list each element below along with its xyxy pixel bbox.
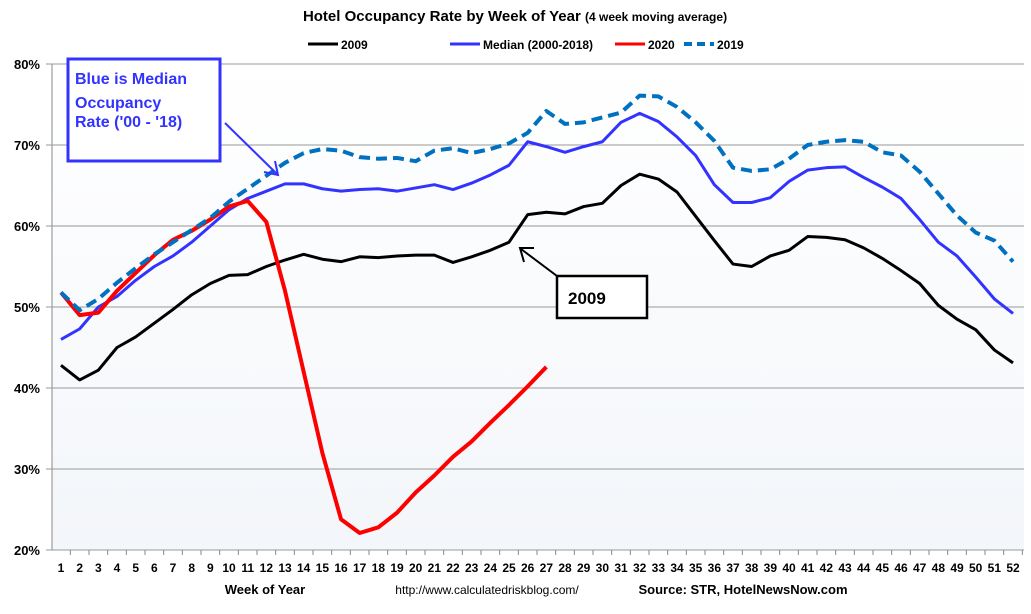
x-tick-label: 9 bbox=[207, 561, 214, 575]
x-tick-label: 23 bbox=[465, 561, 479, 575]
x-tick-label: 47 bbox=[913, 561, 927, 575]
x-tick-label: 22 bbox=[446, 561, 460, 575]
x-tick-label: 21 bbox=[428, 561, 442, 575]
annotation-2009-label: 2009 bbox=[568, 289, 606, 308]
x-tick-label: 30 bbox=[596, 561, 610, 575]
legend-label: 2019 bbox=[717, 38, 744, 52]
x-tick-label: 46 bbox=[894, 561, 908, 575]
x-tick-label: 37 bbox=[726, 561, 740, 575]
x-tick-label: 45 bbox=[876, 561, 890, 575]
x-tick-label: 19 bbox=[390, 561, 404, 575]
x-tick-label: 18 bbox=[372, 561, 386, 575]
x-tick-label: 7 bbox=[170, 561, 177, 575]
x-tick-label: 24 bbox=[484, 561, 498, 575]
x-tick-label: 43 bbox=[838, 561, 852, 575]
x-tick-label: 33 bbox=[652, 561, 666, 575]
x-tick-label: 17 bbox=[353, 561, 367, 575]
annotation-line-2: Occupancy bbox=[75, 95, 161, 112]
x-tick-label: 29 bbox=[577, 561, 591, 575]
x-tick-label: 12 bbox=[260, 561, 274, 575]
x-tick-label: 20 bbox=[409, 561, 423, 575]
x-tick-label: 26 bbox=[521, 561, 535, 575]
x-tick-label: 49 bbox=[950, 561, 964, 575]
x-tick-label: 3 bbox=[95, 561, 102, 575]
x-tick-label: 10 bbox=[222, 561, 236, 575]
x-tick-label: 14 bbox=[297, 561, 311, 575]
y-tick-label: 50% bbox=[14, 300, 40, 315]
x-tick-label: 1 bbox=[58, 561, 65, 575]
x-axis-label: Week of Year bbox=[225, 582, 305, 597]
y-tick-label: 30% bbox=[14, 462, 40, 477]
x-tick-label: 25 bbox=[502, 561, 516, 575]
x-tick-label: 4 bbox=[114, 561, 121, 575]
legend-label: 2020 bbox=[648, 38, 675, 52]
x-tick-label: 31 bbox=[614, 561, 628, 575]
x-tick-label: 52 bbox=[1006, 561, 1020, 575]
x-tick-label: 6 bbox=[151, 561, 158, 575]
x-tick-label: 44 bbox=[857, 561, 871, 575]
x-tick-label: 39 bbox=[764, 561, 778, 575]
x-tick-label: 51 bbox=[988, 561, 1002, 575]
x-tick-label: 32 bbox=[633, 561, 647, 575]
y-tick-label: 60% bbox=[14, 219, 40, 234]
x-tick-label: 13 bbox=[278, 561, 292, 575]
x-tick-label: 41 bbox=[801, 561, 815, 575]
x-tick-label: 38 bbox=[745, 561, 759, 575]
legend: 2009 Median (2000-2018) 2020 2019 bbox=[308, 38, 744, 52]
x-tick-label: 11 bbox=[241, 561, 254, 575]
annotation-line-1: Blue is Median bbox=[75, 71, 187, 88]
x-tick-label: 35 bbox=[689, 561, 703, 575]
x-tick-label: 34 bbox=[670, 561, 684, 575]
y-tick-label: 70% bbox=[14, 138, 40, 153]
x-tick-label: 8 bbox=[188, 561, 195, 575]
y-tick-label: 20% bbox=[14, 543, 40, 558]
annotation-line-3: Rate ('00 - '18) bbox=[75, 114, 182, 131]
x-tick-label: 15 bbox=[316, 561, 330, 575]
x-tick-label: 16 bbox=[334, 561, 348, 575]
legend-label: Median (2000-2018) bbox=[483, 38, 593, 52]
x-tick-label: 36 bbox=[708, 561, 722, 575]
x-tick-label: 27 bbox=[540, 561, 554, 575]
x-tick-label: 42 bbox=[820, 561, 834, 575]
x-tick-label: 48 bbox=[932, 561, 946, 575]
x-tick-label: 2 bbox=[76, 561, 83, 575]
footer-url: http://www.calculatedriskblog.com/ bbox=[395, 583, 579, 597]
x-tick-label: 5 bbox=[132, 561, 139, 575]
footer-source: Source: STR, HotelNewsNow.com bbox=[639, 582, 848, 597]
x-tick-label: 28 bbox=[558, 561, 572, 575]
x-tick-label: 50 bbox=[969, 561, 983, 575]
x-tick-label: 40 bbox=[782, 561, 796, 575]
chart-title: Hotel Occupancy Rate by Week of Year (4 … bbox=[303, 8, 727, 25]
legend-label: 2009 bbox=[341, 38, 368, 52]
y-tick-label: 80% bbox=[14, 57, 40, 72]
y-tick-label: 40% bbox=[14, 381, 40, 396]
